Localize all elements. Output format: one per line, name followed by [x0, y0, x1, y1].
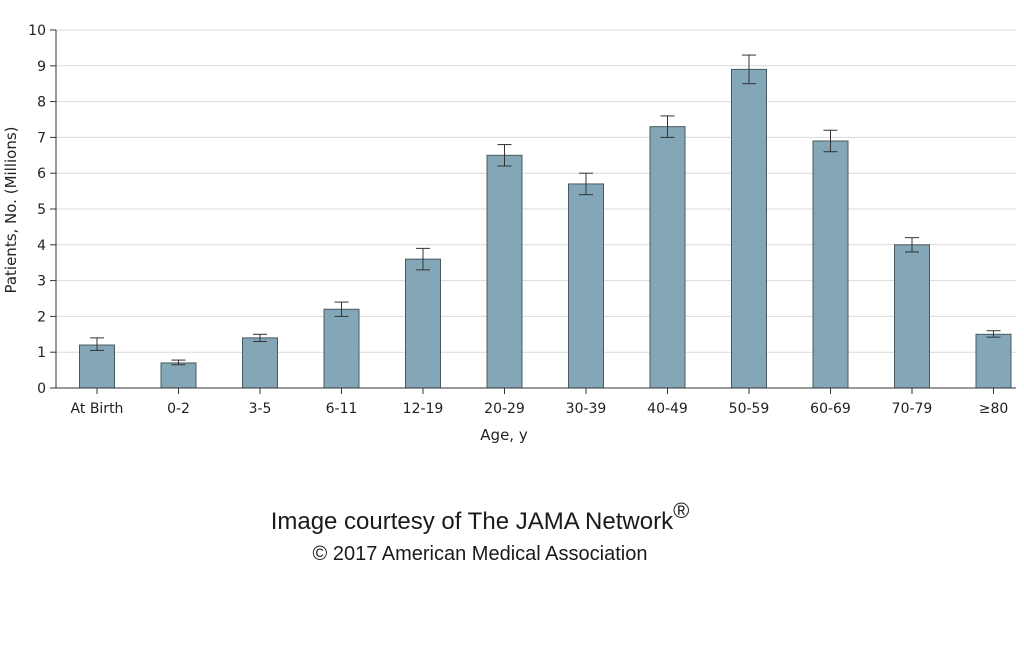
- y-tick-label: 8: [37, 95, 46, 111]
- y-tick-label: 0: [37, 381, 46, 397]
- y-tick-labels: 0 1 2 3 4 5 6 7 8 9 10: [28, 23, 56, 397]
- y-tick-label: 2: [37, 309, 46, 325]
- x-tick-label: 40-49: [647, 401, 688, 417]
- x-tick-label: 30-39: [566, 401, 607, 417]
- grid-lines: [56, 29, 1016, 353]
- bar: [79, 344, 115, 389]
- bar: [731, 68, 767, 389]
- bar: [568, 183, 604, 389]
- y-tick-label: 10: [28, 23, 46, 39]
- y-tick-label: 5: [37, 202, 46, 218]
- x-tick-label: ≥80: [979, 401, 1009, 417]
- x-tick-label: 50-59: [729, 401, 770, 417]
- bar: [649, 126, 686, 389]
- x-tick-label: 70-79: [892, 401, 933, 417]
- y-tick-label: 7: [37, 130, 46, 146]
- y-axis-label: Patients, No. (Millions): [2, 126, 20, 293]
- bar: [975, 333, 1012, 389]
- y-tick-label: 4: [37, 238, 46, 254]
- x-tick-labels: At Birth 0-2 3-5 6-11 12-19 20-29 30-39 40-49 50…: [71, 388, 1009, 417]
- bars: [79, 68, 1012, 389]
- x-tick-label: 60-69: [810, 401, 851, 417]
- y-tick-label: 1: [37, 345, 46, 361]
- x-tick-label: At Birth: [71, 401, 124, 417]
- y-tick-label: 3: [37, 274, 46, 290]
- bar: [812, 140, 849, 389]
- x-tick-label: 20-29: [484, 401, 525, 417]
- x-tick-label: 0-2: [167, 401, 190, 417]
- x-axis-label: Age, y: [480, 426, 528, 444]
- credit-text: Image courtesy of The JAMA Network: [270, 508, 674, 535]
- copyright-notice: © 2017 American Medical Association: [312, 543, 648, 565]
- bar: [323, 308, 360, 389]
- x-tick-label: 6-11: [326, 401, 358, 417]
- bar: [405, 258, 441, 389]
- y-tick-label: 9: [37, 59, 46, 75]
- registered-mark: ®: [673, 498, 690, 523]
- bar: [160, 362, 197, 389]
- x-tick-label: 3-5: [249, 401, 272, 417]
- image-credit: Image courtesy of The JAMA Network®: [0, 498, 960, 536]
- y-tick-label: 6: [37, 166, 46, 182]
- bar: [486, 154, 523, 389]
- bar: [894, 244, 930, 389]
- bar: [242, 337, 278, 389]
- error-bars: [90, 54, 1001, 366]
- x-tick-label: 12-19: [403, 401, 444, 417]
